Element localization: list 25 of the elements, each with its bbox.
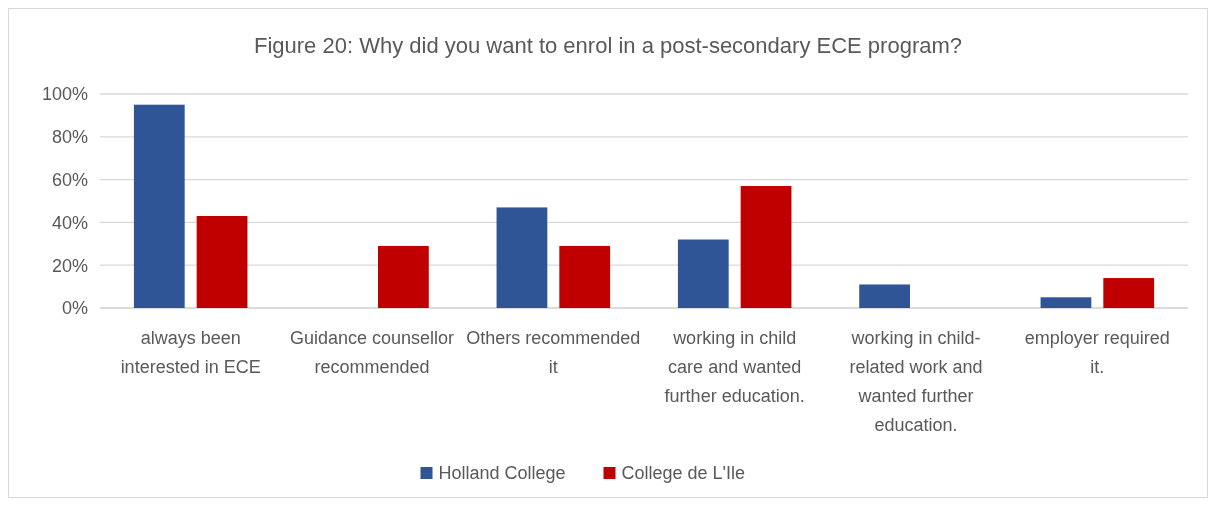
x-tick-label: Others recommended it [466,328,641,377]
bar [196,215,248,308]
y-tick-label: 60% [51,169,88,190]
bar [677,239,729,308]
y-tick-label: 40% [51,212,88,233]
bar [740,186,792,308]
x-tick-label: Guidance counsellor recommended [289,328,455,377]
x-tick-label: working in child-related work and wanted further education. [849,328,983,435]
legend-label: Holland College [438,463,566,484]
chart-title: Figure 20: Why did you want to enrol in a post-secondary ECE program? [253,33,963,58]
x-tick-label: always been interested in ECE [120,328,261,377]
y-tick-label: 20% [51,255,88,276]
bar [378,245,429,308]
bar [1103,278,1155,308]
y-tick-label: 80% [51,127,88,148]
legend-label: College de L'Ile [621,463,746,484]
y-tick-label: 0% [61,298,88,319]
y-tick-label: 100% [41,84,88,105]
x-tick-label: employer required it. [1024,328,1170,377]
bar [496,207,548,308]
bar [1040,297,1092,308]
bar [559,245,611,308]
bar [859,284,910,308]
x-tick-label: working in child care and wanted further education. [664,328,805,406]
bar [133,104,185,308]
